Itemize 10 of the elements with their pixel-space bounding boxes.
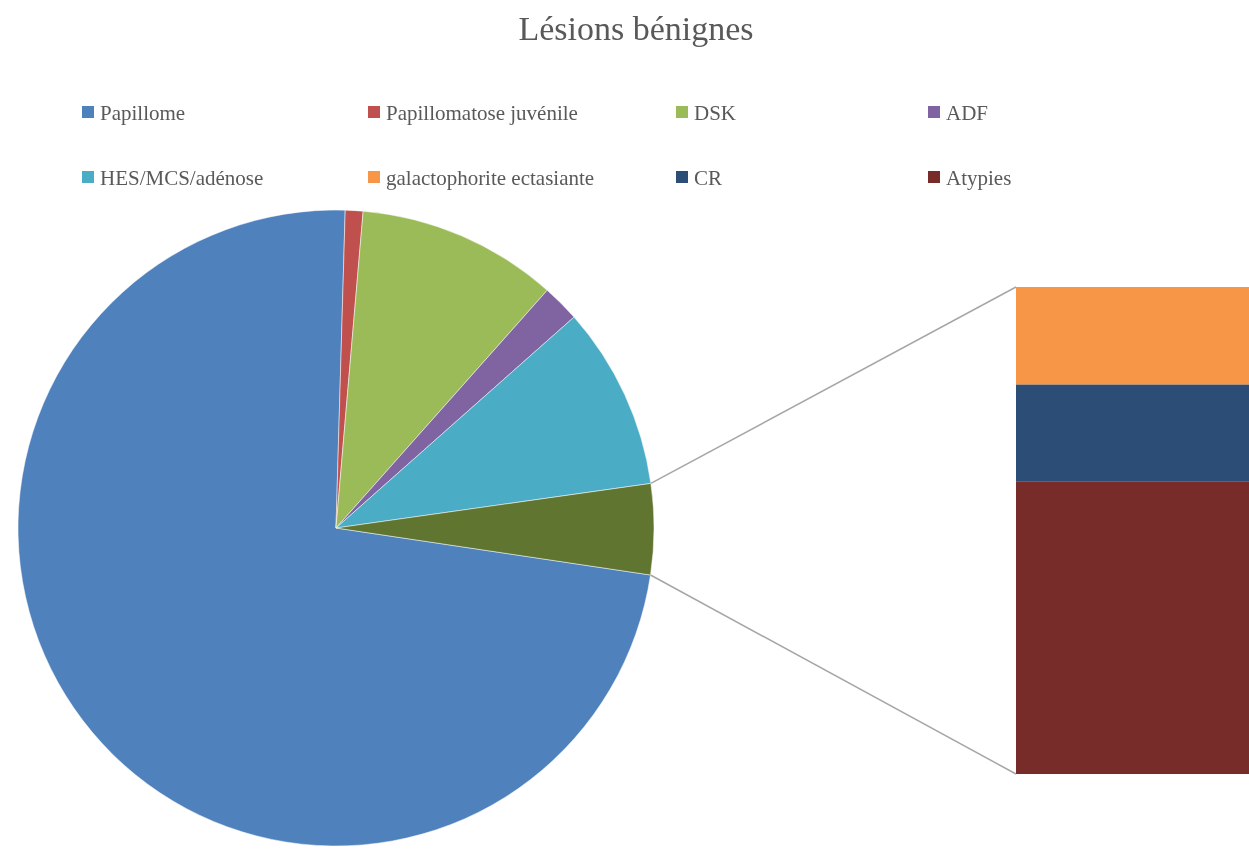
legend-label: CR bbox=[694, 166, 723, 190]
legend-label: Papillome bbox=[100, 101, 186, 125]
legend-label: Papillomatose juvénile bbox=[386, 101, 578, 125]
legend-label: ADF bbox=[946, 101, 989, 125]
legend-label: Atypies bbox=[946, 166, 1012, 190]
pie-slice bbox=[18, 209, 651, 847]
legend-label: DSK bbox=[694, 101, 737, 125]
legend-label: HES/MCS/adénose bbox=[100, 166, 264, 190]
legend-label: galactophorite ectasiante bbox=[386, 166, 595, 190]
chart-title: Lésions bénignes bbox=[518, 10, 754, 47]
